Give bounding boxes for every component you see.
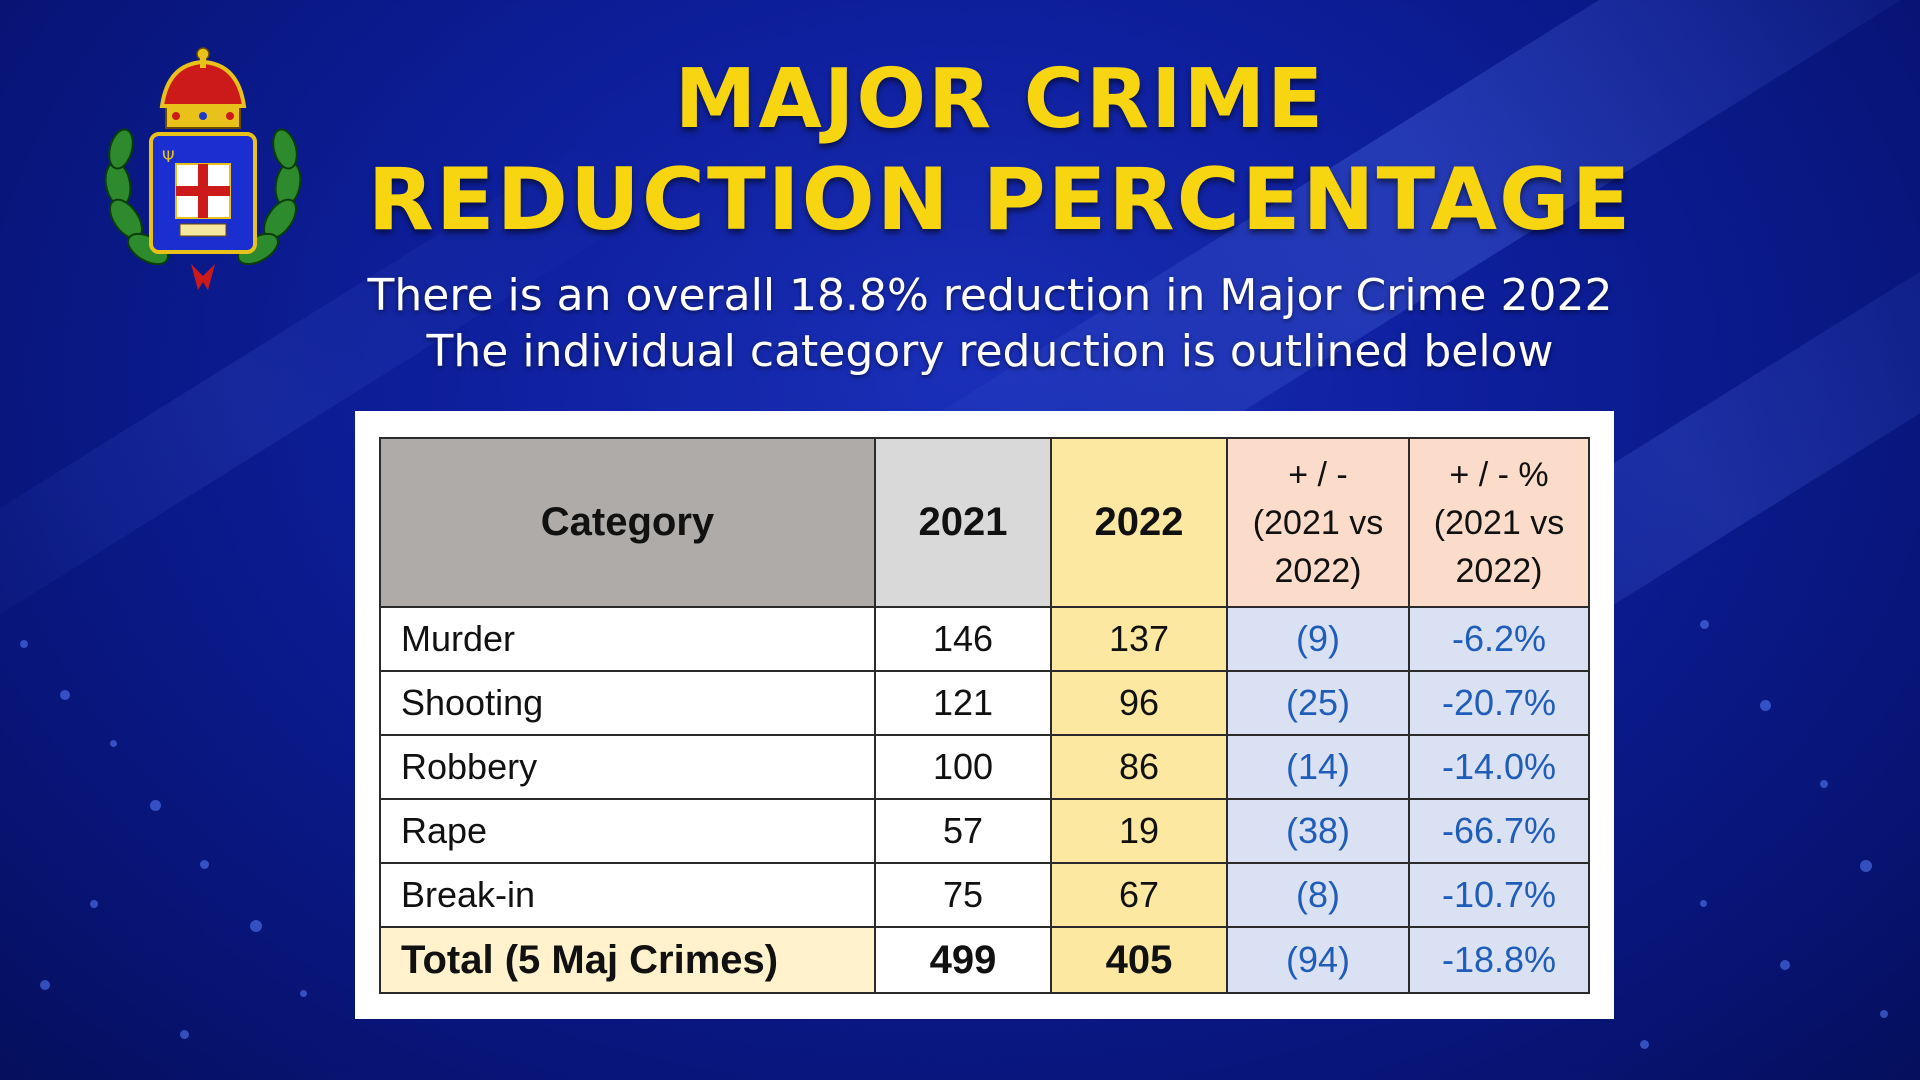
table-panel: Category 2021 2022 + / - (2021 vs 2022) … [355, 411, 1614, 1019]
cell-change: (9) [1226, 606, 1410, 672]
cell-change-percent: -10.7% [1408, 862, 1590, 928]
table-header-row: Category 2021 2022 + / - (2021 vs 2022) … [379, 437, 1590, 608]
cell-2021: 57 [874, 798, 1052, 864]
cell-change-percent: -20.7% [1408, 670, 1590, 736]
cell-2022: 96 [1050, 670, 1228, 736]
cell-category: Break-in [379, 862, 876, 928]
page-title-line1: MAJOR CRIME [674, 52, 1326, 147]
cell-change-percent: -14.0% [1408, 734, 1590, 800]
cell-2021: 146 [874, 606, 1052, 672]
cell-change: (14) [1226, 734, 1410, 800]
table-row: Murder 146 137 (9) -6.2% [379, 606, 1590, 672]
page-title-line2: REDUCTION PERCENTAGE [367, 150, 1633, 250]
table-row: Break-in 75 67 (8) -10.7% [379, 862, 1590, 928]
cell-total-change: (94) [1226, 926, 1410, 994]
header-2021: 2021 [874, 437, 1052, 608]
cell-total-2021: 499 [874, 926, 1052, 994]
cell-total-change-percent: -18.8% [1408, 926, 1590, 994]
cell-2021: 121 [874, 670, 1052, 736]
table-total-row: Total (5 Maj Crimes) 499 405 (94) -18.8% [379, 926, 1590, 994]
cell-change: (25) [1226, 670, 1410, 736]
header-category: Category [379, 437, 876, 608]
cell-total-category: Total (5 Maj Crimes) [379, 926, 876, 994]
cell-category: Murder [379, 606, 876, 672]
cell-2022: 19 [1050, 798, 1228, 864]
cell-2022: 67 [1050, 862, 1228, 928]
cell-total-2022: 405 [1050, 926, 1228, 994]
header-2022: 2022 [1050, 437, 1228, 608]
cell-change-percent: -6.2% [1408, 606, 1590, 672]
cell-2022: 86 [1050, 734, 1228, 800]
cell-change: (8) [1226, 862, 1410, 928]
cell-category: Rape [379, 798, 876, 864]
subtitle-line2: The individual category reduction is out… [426, 326, 1554, 377]
crime-table: Category 2021 2022 + / - (2021 vs 2022) … [379, 437, 1590, 994]
cell-change: (38) [1226, 798, 1410, 864]
cell-2021: 75 [874, 862, 1052, 928]
svg-text:Ψ: Ψ [162, 147, 175, 166]
cell-2022: 137 [1050, 606, 1228, 672]
table-row: Robbery 100 86 (14) -14.0% [379, 734, 1590, 800]
police-crest-icon: Ψ [104, 47, 302, 290]
table-row: Rape 57 19 (38) -66.7% [379, 798, 1590, 864]
cell-change-percent: -66.7% [1408, 798, 1590, 864]
header-change: + / - (2021 vs 2022) [1226, 437, 1410, 608]
subtitle-line1: There is an overall 18.8% reduction in M… [367, 270, 1613, 321]
cell-category: Shooting [379, 670, 876, 736]
header-change-percent: + / - % (2021 vs 2022) [1408, 437, 1590, 608]
cell-2021: 100 [874, 734, 1052, 800]
table-row: Shooting 121 96 (25) -20.7% [379, 670, 1590, 736]
cell-category: Robbery [379, 734, 876, 800]
